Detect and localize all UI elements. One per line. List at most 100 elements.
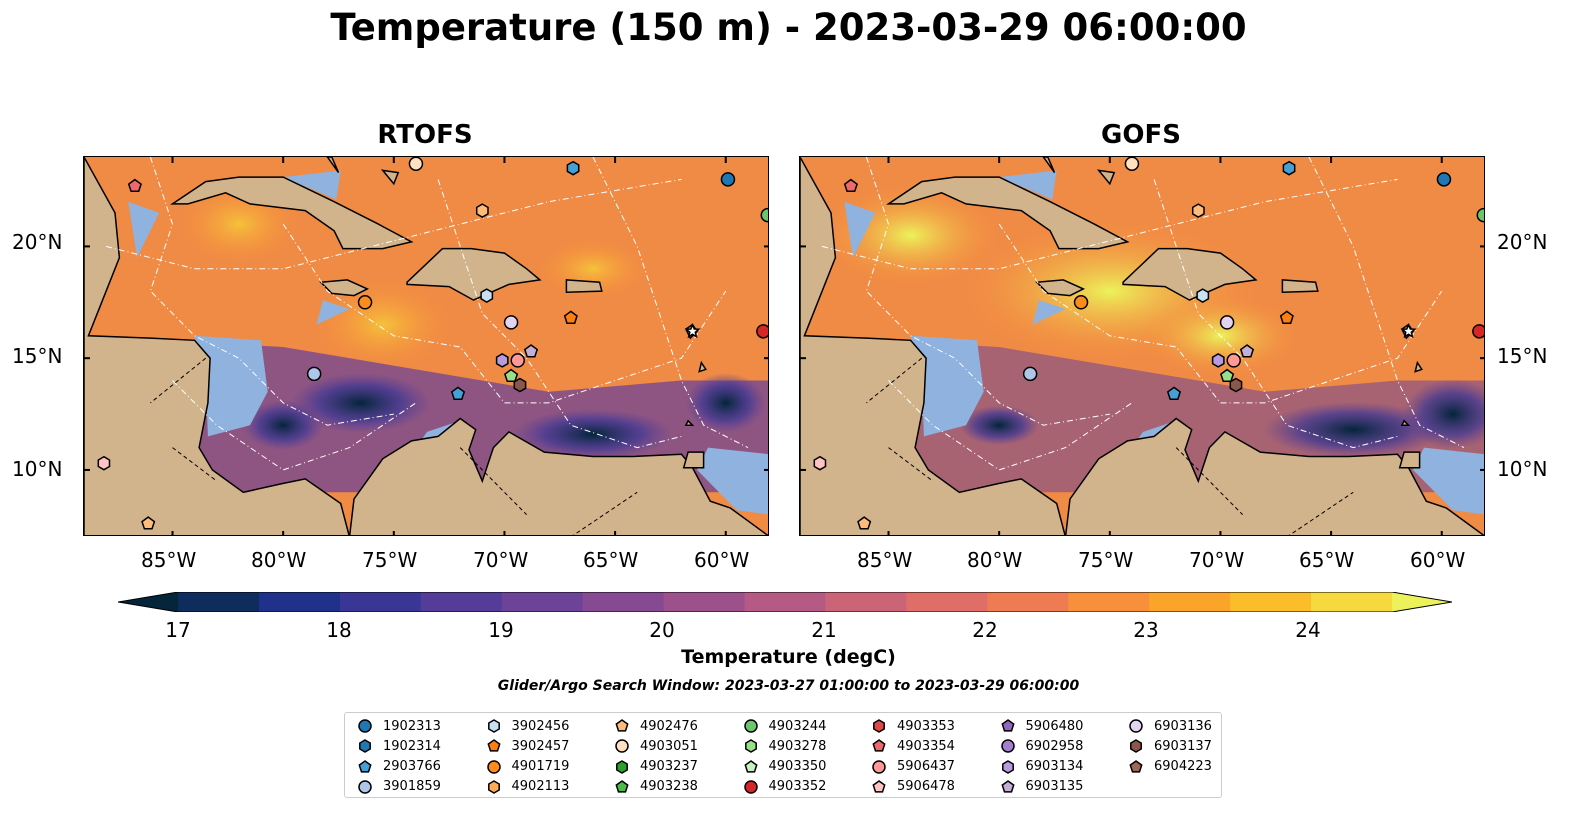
float-marker <box>1226 353 1241 368</box>
legend-marker <box>615 739 629 754</box>
legend-label: 2903766 <box>383 759 441 775</box>
legend-marker <box>1001 759 1014 774</box>
shelf-region <box>128 201 160 258</box>
x-tick-label: 85°W <box>141 548 197 572</box>
land-mass <box>170 176 414 250</box>
legend-item: 4903352 <box>743 778 827 796</box>
legend-marker-shape <box>486 759 501 774</box>
legend-item: 5906480 <box>1000 717 1084 735</box>
float-marker <box>503 315 519 330</box>
legend-marker-shape <box>743 780 758 794</box>
figure-title: Temperature (150 m) - 2023-03-29 06:00:0… <box>330 6 1247 49</box>
legend-label: 6903135 <box>1025 779 1084 795</box>
x-tick-label: 65°W <box>1299 548 1355 572</box>
legend-marker <box>743 719 758 733</box>
cold-anomaly <box>512 409 673 460</box>
legend-label: 5906437 <box>897 759 955 775</box>
land-mass <box>348 417 768 535</box>
legend-marker <box>872 739 886 752</box>
float-marker <box>1282 160 1296 176</box>
legend-marker-shape <box>1129 759 1143 773</box>
land-mass <box>684 419 695 426</box>
legend-item: 3902457 <box>486 737 569 755</box>
float-legend: 1902313 1902314 2903766 3901859 3902456 39024… <box>344 712 1222 798</box>
shelf-region <box>1032 300 1066 325</box>
land-mass <box>886 176 1130 250</box>
eez-boundary <box>821 178 1398 270</box>
legend-marker-shape <box>872 779 886 793</box>
float-marker <box>566 160 580 176</box>
legend-label: 6903136 <box>1154 718 1212 734</box>
x-tick-label: 65°W <box>583 548 639 572</box>
y-tick-label: 20°N <box>1497 230 1548 254</box>
land-mass <box>1398 451 1421 469</box>
legend-item: 5906437 <box>871 758 955 776</box>
legend-item: 3901859 <box>357 778 441 796</box>
legend-marker <box>487 719 500 733</box>
map-panel-rtofs <box>83 156 769 536</box>
legend-marker-shape <box>744 739 757 754</box>
land-mass <box>1122 247 1258 301</box>
colorbar-segment <box>339 592 422 612</box>
float-marker <box>1436 172 1452 187</box>
shelf-region <box>697 447 768 515</box>
warm-anomaly <box>312 279 453 370</box>
legend-marker <box>358 759 372 773</box>
country-border <box>459 447 527 515</box>
legend-label: 1902313 <box>383 718 441 734</box>
eez-boundary <box>865 157 1110 426</box>
legend-label: 1902314 <box>383 738 441 754</box>
shelf-region <box>1413 447 1484 515</box>
legend-marker-shape <box>1000 719 1015 732</box>
legend-label: 5906480 <box>1025 718 1084 734</box>
legend-item: 4902113 <box>486 778 569 796</box>
float-marker <box>1211 353 1225 368</box>
legend-marker-shape <box>1000 739 1015 754</box>
country-border <box>866 357 923 404</box>
land-mass <box>326 157 340 174</box>
float-marker <box>1476 207 1484 223</box>
legend-marker <box>615 779 629 793</box>
land-mass <box>1064 417 1484 535</box>
x-tick-label: 60°W <box>694 548 750 572</box>
eez-boundary <box>282 223 727 404</box>
country-border <box>1175 447 1243 515</box>
colorbar-tick: 17 <box>165 618 191 642</box>
land-mass <box>682 451 705 469</box>
eez-boundary <box>1308 157 1465 449</box>
legend-label: 6904223 <box>1154 759 1212 775</box>
shelf-region <box>283 170 341 200</box>
legend-marker <box>1130 739 1142 754</box>
legend-label: 4903352 <box>768 779 827 795</box>
legend-marker <box>743 780 758 794</box>
float-marker <box>1191 203 1205 218</box>
float-marker <box>720 172 736 187</box>
legend-item: 1902314 <box>357 737 441 755</box>
legend-item: 4903278 <box>743 737 826 755</box>
eez-boundary <box>105 178 682 270</box>
cold-anomaly <box>1263 401 1444 458</box>
colorbar-segment <box>1311 592 1393 612</box>
country-border <box>1288 491 1354 535</box>
float-marker <box>1239 344 1255 358</box>
country-border <box>150 357 207 404</box>
legend-marker <box>1129 759 1143 773</box>
colorbar-segment <box>582 592 665 612</box>
land-mass <box>1096 169 1116 186</box>
float-marker <box>813 455 827 471</box>
legend-marker <box>872 759 886 774</box>
legend-label: 6903134 <box>1025 759 1084 775</box>
country-border <box>572 491 638 535</box>
legend-item: 5906478 <box>871 778 955 796</box>
legend-item: 6902958 <box>1000 737 1083 755</box>
colorbar-extend-low <box>118 592 178 612</box>
y-tick-label: 15°N <box>12 344 63 368</box>
eez-boundary <box>888 380 1133 471</box>
legend-marker-shape <box>358 719 372 733</box>
panel-title-rtofs: RTOFS <box>377 120 473 150</box>
colorbar-tick: 22 <box>972 618 998 642</box>
float-marker <box>1022 366 1038 382</box>
float-marker <box>857 516 872 530</box>
colorbar-segment <box>1149 592 1231 612</box>
colorbar-tick: 24 <box>1295 618 1321 642</box>
